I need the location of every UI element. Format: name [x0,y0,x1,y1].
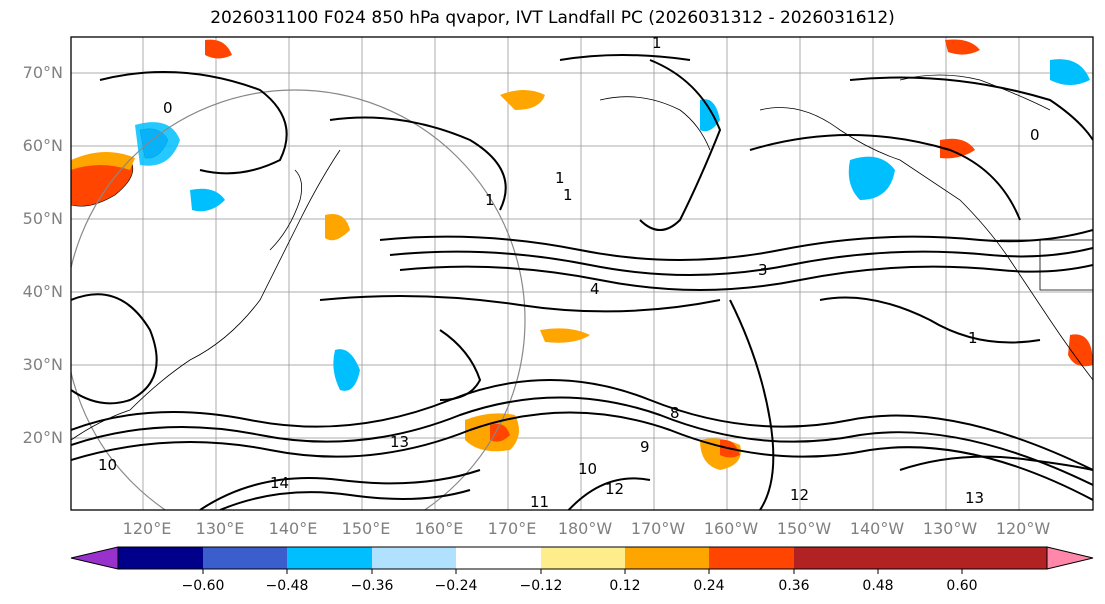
contour-label: 12 [605,480,624,498]
colorbar-segment [541,547,625,569]
anomaly-patch-cyan-3 [333,349,360,391]
colorbar-segment [794,547,878,569]
colorbar-extend-min [70,546,119,570]
ivt-contours [71,54,1093,510]
lon-label: 140°E [269,519,318,538]
lat-label: 40°N [23,282,63,301]
longitude-labels: 120°E 130°E 140°E 150°E 160°E 170°E 180°W 170°W… [123,519,1051,538]
coastlines [71,74,1093,441]
contour-label: 1 [485,191,495,209]
anomaly-patch-orange-9 [540,328,590,343]
map-background [71,37,1093,510]
contour-label: 14 [270,474,289,492]
contour-label: 1 [968,329,978,347]
colorbar-segment [372,547,456,569]
lon-label: 150°W [777,519,832,538]
lat-label: 50°N [23,209,63,228]
colorbar-tick-label: 0.24 [693,578,724,594]
contour-label: 9 [640,438,650,456]
lat-label: 60°N [23,136,63,155]
contour-label: 12 [790,486,809,504]
colorbar-segment [625,547,709,569]
latitude-labels: 70°N 60°N 50°N 40°N 30°N 20°N [23,63,63,447]
colorbar [70,546,1094,570]
contour-label: 11 [530,493,549,511]
colorbar-segment [709,547,794,569]
contour-label: 3 [758,261,768,279]
anomaly-patch-cyan-2 [190,188,225,212]
colorbar-tick-label: −0.36 [351,578,394,594]
colorbar-tick-label: −0.48 [266,578,309,594]
anomaly-patch-cyan-6 [1050,59,1090,85]
map-frame [70,36,1094,511]
lon-label: 160°E [415,519,464,538]
colorbar-tick-label: −0.12 [520,578,563,594]
anomaly-patch-cyan-4 [700,99,720,132]
contour-label: 10 [98,456,117,474]
contour-label: 0 [163,99,173,117]
contour-label: 13 [390,433,409,451]
anomaly-patch-orange-6 [205,39,232,59]
contour-labels: 0 1 1 1 1 0 3 4 8 9 10 12 13 14 11 10 12… [98,34,1040,511]
colorbar-tick-label: 0.12 [609,578,640,594]
contour-label: 8 [670,404,680,422]
map-title: 2026031100 F024 850 hPa qvapor, IVT Land… [210,8,895,28]
lon-label: 150°E [342,519,391,538]
colorbar-ticks: −0.60 −0.48 −0.36 −0.24 −0.12 0.12 0.24 0.36 0.4… [182,569,978,594]
lon-label: 120°E [123,519,172,538]
colorbar-segment [456,547,541,569]
colorbar-extend-max [1046,546,1094,570]
lon-label: 160°W [704,519,759,538]
lon-label: 120°W [996,519,1051,538]
lon-label: 140°W [850,519,905,538]
lon-label: 180°W [558,519,613,538]
contour-label: 1 [652,34,662,52]
qvapor-anomaly-fills [71,39,1093,470]
contour-label: 4 [590,280,600,298]
colorbar-segment [203,547,287,569]
lat-label: 70°N [23,63,63,82]
colorbar-tick-label: 0.60 [946,578,977,594]
projection-circle [71,89,526,510]
lon-label: 130°W [923,519,978,538]
colorbar-outline [117,546,1048,570]
colorbar-tick-label: 0.48 [862,578,893,594]
colorbar-tick-label: 0.36 [778,578,809,594]
anomaly-patch-orange-8 [325,214,350,241]
anomaly-patch-red-2 [490,423,510,442]
anomaly-patch-west-ring [71,151,135,170]
colorbar-tick-label: −0.24 [435,578,478,594]
anomaly-patch-orange-4 [940,138,975,159]
anomaly-patch-orange-5 [1068,334,1093,367]
lon-label: 170°E [488,519,537,538]
anomaly-patch-orange-7 [945,39,980,55]
anomaly-patch-cyan-5 [848,156,895,200]
colorbar-segment [878,547,1047,569]
colorbar-tick-label: −0.60 [182,578,225,594]
colorbar-segment [118,547,203,569]
lon-label: 130°E [196,519,245,538]
lat-label: 20°N [23,428,63,447]
contour-label: 1 [555,169,565,187]
anomaly-patch-cyan-west [135,122,180,166]
contour-label: 1 [563,186,573,204]
lat-label: 30°N [23,355,63,374]
lon-label: 170°W [631,519,686,538]
contour-label: 0 [1030,126,1040,144]
colorbar-segment [287,547,372,569]
contour-label: 13 [965,489,984,507]
contour-label: 10 [578,460,597,478]
anomaly-patch-orange-1 [500,90,545,110]
